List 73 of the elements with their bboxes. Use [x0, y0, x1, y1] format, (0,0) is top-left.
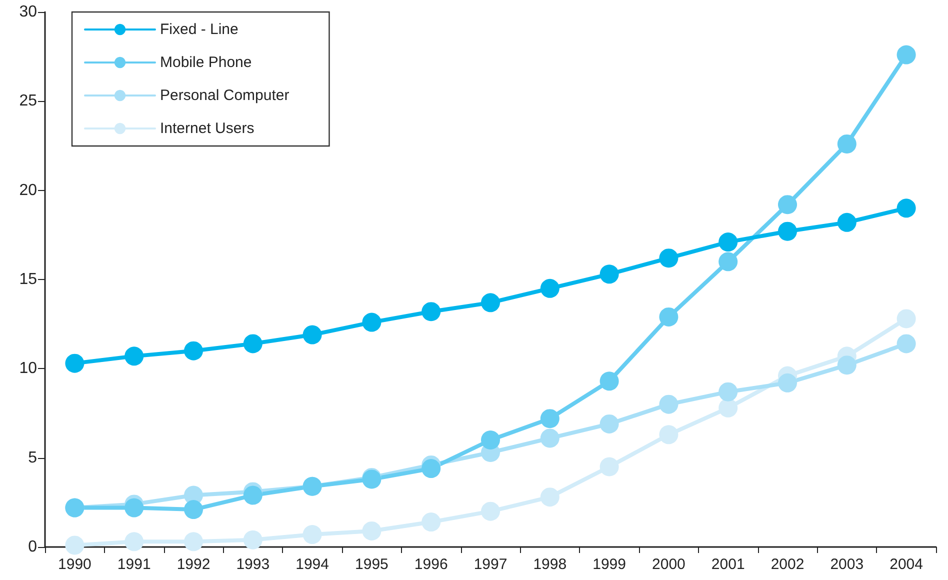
y-tick-label: 10 [19, 360, 38, 378]
x-tick-label: 1997 [474, 556, 508, 573]
x-tick-label: 1995 [355, 556, 388, 573]
x-tick-label: 1999 [592, 556, 626, 573]
point [718, 252, 738, 272]
point [778, 373, 797, 392]
point [481, 502, 500, 521]
point [362, 312, 382, 332]
point [302, 525, 322, 544]
point [540, 428, 560, 448]
point [600, 264, 619, 284]
point [184, 341, 203, 360]
point [422, 459, 441, 478]
x-tick-label: 2002 [770, 556, 804, 573]
y-tick-label: 20 [19, 182, 38, 199]
x-tick-label: 2001 [711, 556, 745, 573]
point [837, 134, 856, 154]
point [243, 486, 262, 505]
point [600, 414, 619, 434]
legend-label: Personal Computer [160, 87, 290, 104]
point [481, 293, 500, 312]
point [65, 536, 84, 555]
point [600, 372, 619, 391]
point [778, 195, 797, 214]
y-tick-label: 15 [19, 271, 38, 288]
point [422, 512, 441, 532]
point [243, 530, 262, 550]
point [65, 354, 84, 373]
point [302, 325, 322, 344]
point [718, 398, 738, 418]
x-tick-label: 1996 [414, 556, 448, 573]
y-tick-label: 30 [19, 4, 38, 20]
point [422, 302, 441, 322]
legend-label: Internet Users [160, 120, 254, 137]
point [837, 356, 856, 375]
point [540, 278, 560, 298]
point [837, 212, 856, 232]
point [243, 334, 262, 354]
point [540, 488, 560, 507]
point [718, 382, 738, 402]
x-tick-label: 1993 [236, 556, 270, 573]
y-tick-label: 0 [28, 538, 38, 556]
point [184, 500, 203, 520]
point [659, 394, 678, 414]
point [481, 430, 500, 450]
x-tick-label: 2000 [652, 556, 686, 573]
legend-label: Fixed - Line [160, 21, 238, 38]
y-tick-label: 25 [19, 92, 38, 110]
point [778, 222, 797, 241]
x-tick-label: 2004 [890, 556, 923, 573]
x-tick-label: 1990 [58, 556, 92, 573]
legend-label: Mobile Phone [160, 54, 252, 71]
point [659, 425, 678, 444]
point [896, 45, 916, 64]
point [659, 248, 678, 268]
point [659, 307, 678, 326]
x-tick-label: 1998 [533, 556, 567, 573]
point [718, 232, 738, 252]
x-tick-label: 2003 [830, 556, 864, 573]
point [124, 346, 144, 366]
point [184, 532, 203, 552]
point [124, 532, 144, 552]
x-tick-label: 1991 [117, 556, 151, 573]
x-tick-label: 1994 [296, 556, 329, 573]
point [540, 409, 560, 428]
point [896, 334, 916, 354]
point [600, 457, 619, 476]
point [362, 521, 382, 540]
point [896, 309, 916, 328]
point [896, 198, 916, 218]
y-tick-label: 5 [28, 449, 38, 466]
point [124, 498, 144, 518]
x-tick-label: 1992 [176, 556, 210, 573]
